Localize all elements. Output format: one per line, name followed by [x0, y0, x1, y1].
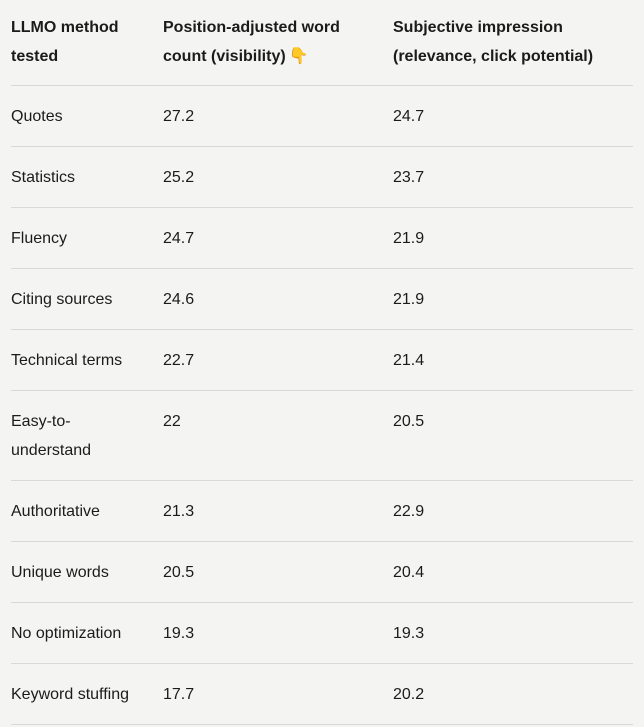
method-cell: Authoritative: [11, 480, 163, 542]
impression-cell: 21.9: [393, 268, 633, 330]
col-header-method-label: LLMO method tested: [11, 19, 119, 65]
impression-cell: 23.7: [393, 146, 633, 208]
method-cell: No optimization: [11, 602, 163, 664]
method-cell: Unique words: [11, 541, 163, 603]
visibility-cell: 24.7: [163, 207, 393, 269]
impression-cell: 20.4: [393, 541, 633, 603]
col-header-visibility-label: Position-adjusted word count (visibility…: [163, 19, 340, 65]
impression-cell: 20.5: [393, 390, 633, 481]
table-row: No optimization 19.3 19.3: [11, 602, 633, 664]
visibility-cell: 21.3: [163, 480, 393, 542]
impression-cell: 24.7: [393, 85, 633, 147]
llmo-results-table: LLMO method tested Position-adjusted wor…: [11, 0, 633, 725]
method-cell: Citing sources: [11, 268, 163, 330]
table-row: Statistics 25.2 23.7: [11, 146, 633, 208]
method-cell: Statistics: [11, 146, 163, 208]
table-row: Quotes 27.2 24.7: [11, 85, 633, 147]
method-cell: Fluency: [11, 207, 163, 269]
method-cell: Keyword stuffing: [11, 663, 163, 725]
col-header-impression: Subjective impression (relevance, click …: [393, 0, 633, 86]
table-row: Technical terms 22.7 21.4: [11, 329, 633, 391]
impression-cell: 20.2: [393, 663, 633, 725]
visibility-cell: 20.5: [163, 541, 393, 603]
visibility-cell: 17.7: [163, 663, 393, 725]
table-row: Citing sources 24.6 21.9: [11, 268, 633, 330]
visibility-cell: 24.6: [163, 268, 393, 330]
pointing-down-icon: 👇: [288, 48, 309, 65]
visibility-cell: 22.7: [163, 329, 393, 391]
header-row: LLMO method tested Position-adjusted wor…: [11, 0, 633, 86]
visibility-cell: 25.2: [163, 146, 393, 208]
impression-cell: 21.9: [393, 207, 633, 269]
method-cell: Technical terms: [11, 329, 163, 391]
col-header-visibility: Position-adjusted word count (visibility…: [163, 0, 393, 86]
table-row: Unique words 20.5 20.4: [11, 541, 633, 603]
table-row: Keyword stuffing 17.7 20.2: [11, 663, 633, 725]
table-row: Easy-to-understand 22 20.5: [11, 390, 633, 481]
table-row: Authoritative 21.3 22.9: [11, 480, 633, 542]
table-body: Quotes 27.2 24.7 Statistics 25.2 23.7 Fl…: [11, 85, 633, 725]
col-header-impression-label: Subjective impression (relevance, click …: [393, 19, 594, 65]
impression-cell: 21.4: [393, 329, 633, 391]
impression-cell: 19.3: [393, 602, 633, 664]
col-header-method: LLMO method tested: [11, 0, 163, 86]
visibility-cell: 19.3: [163, 602, 393, 664]
impression-cell: 22.9: [393, 480, 633, 542]
visibility-cell: 22: [163, 390, 393, 481]
visibility-cell: 27.2: [163, 85, 393, 147]
table-row: Fluency 24.7 21.9: [11, 207, 633, 269]
method-cell: Easy-to-understand: [11, 390, 163, 481]
method-cell: Quotes: [11, 85, 163, 147]
